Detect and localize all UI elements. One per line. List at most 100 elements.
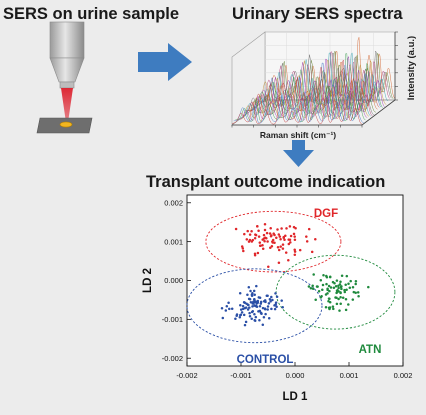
point-atn bbox=[319, 278, 323, 282]
point-atn bbox=[326, 287, 329, 290]
point-control bbox=[248, 311, 251, 315]
point-atn bbox=[337, 284, 340, 288]
point-control bbox=[242, 313, 246, 317]
point-dgf bbox=[253, 254, 257, 257]
point-control bbox=[252, 300, 255, 304]
point-atn bbox=[335, 279, 339, 282]
point-control bbox=[249, 301, 253, 304]
point-control bbox=[248, 314, 252, 318]
point-dgf bbox=[293, 238, 297, 241]
x-tick-label: -0.001 bbox=[230, 371, 251, 380]
point-dgf bbox=[261, 238, 264, 241]
point-control bbox=[245, 302, 248, 306]
point-atn bbox=[329, 286, 333, 289]
point-dgf bbox=[277, 248, 281, 252]
point-dgf bbox=[279, 237, 282, 241]
point-control bbox=[263, 307, 267, 311]
point-dgf bbox=[293, 253, 297, 256]
point-dgf bbox=[287, 259, 290, 262]
point-control bbox=[248, 306, 251, 309]
point-control bbox=[259, 302, 263, 305]
point-dgf bbox=[273, 233, 276, 237]
point-atn bbox=[317, 289, 321, 293]
sample-spot-icon bbox=[59, 121, 73, 128]
point-control bbox=[269, 300, 272, 303]
title-sers-urine: SERS on urine sample bbox=[3, 5, 179, 23]
point-control bbox=[243, 301, 247, 304]
point-dgf bbox=[258, 241, 262, 244]
point-dgf bbox=[276, 228, 279, 231]
point-control bbox=[254, 315, 258, 319]
point-dgf bbox=[263, 239, 266, 243]
point-dgf bbox=[256, 251, 260, 255]
point-control bbox=[247, 286, 251, 289]
point-atn bbox=[328, 289, 331, 293]
point-control bbox=[243, 323, 247, 327]
point-control bbox=[257, 296, 261, 299]
point-dgf bbox=[281, 243, 285, 246]
point-atn bbox=[324, 305, 328, 309]
point-dgf bbox=[270, 234, 273, 237]
spectra-3d-plot bbox=[230, 31, 398, 128]
point-control bbox=[266, 294, 269, 297]
point-atn bbox=[321, 288, 324, 292]
point-dgf bbox=[243, 232, 246, 236]
point-control bbox=[253, 293, 256, 296]
point-dgf bbox=[266, 240, 269, 243]
point-dgf bbox=[254, 233, 257, 236]
point-control bbox=[275, 305, 278, 309]
point-control bbox=[256, 301, 260, 304]
point-control bbox=[225, 305, 229, 308]
point-atn bbox=[328, 275, 332, 279]
point-dgf bbox=[305, 235, 308, 238]
point-control bbox=[259, 311, 263, 315]
point-control bbox=[239, 313, 243, 317]
point-atn bbox=[357, 294, 360, 298]
point-dgf bbox=[310, 250, 314, 254]
point-atn bbox=[337, 297, 340, 301]
point-dgf bbox=[298, 248, 302, 252]
y-axis-label: LD 2 bbox=[142, 268, 154, 293]
point-dgf bbox=[258, 244, 262, 247]
point-atn bbox=[307, 285, 311, 288]
point-atn bbox=[335, 302, 339, 306]
point-atn bbox=[339, 280, 342, 284]
point-control bbox=[221, 316, 225, 320]
point-atn bbox=[351, 286, 355, 289]
point-atn bbox=[367, 285, 370, 289]
point-atn bbox=[314, 298, 317, 302]
point-atn bbox=[327, 300, 330, 303]
point-control bbox=[274, 292, 277, 295]
laser-probe-icon bbox=[49, 21, 85, 89]
point-dgf bbox=[280, 227, 283, 230]
point-control bbox=[253, 298, 256, 301]
point-atn bbox=[332, 286, 336, 289]
point-control bbox=[258, 305, 262, 308]
point-atn bbox=[334, 284, 338, 288]
point-control bbox=[234, 317, 237, 321]
point-dgf bbox=[263, 228, 267, 232]
point-dgf bbox=[248, 238, 252, 242]
point-atn bbox=[354, 282, 357, 286]
point-control bbox=[251, 305, 254, 308]
point-atn bbox=[351, 298, 355, 301]
point-atn bbox=[325, 276, 329, 279]
point-dgf bbox=[275, 236, 278, 239]
point-atn bbox=[340, 274, 344, 278]
point-atn bbox=[344, 283, 347, 286]
point-atn bbox=[339, 291, 342, 294]
point-dgf bbox=[276, 245, 280, 249]
point-dgf bbox=[293, 250, 297, 253]
point-atn bbox=[327, 297, 331, 300]
point-atn bbox=[311, 287, 315, 290]
point-control bbox=[246, 308, 250, 311]
point-control bbox=[263, 299, 267, 302]
point-control bbox=[230, 307, 234, 310]
point-control bbox=[246, 293, 249, 296]
point-dgf bbox=[278, 235, 282, 238]
point-atn bbox=[356, 291, 360, 294]
point-atn bbox=[341, 296, 345, 299]
title-urinary-spectra: Urinary SERS spectra bbox=[232, 5, 403, 23]
point-control bbox=[267, 317, 271, 320]
plot-frame bbox=[186, 194, 404, 367]
